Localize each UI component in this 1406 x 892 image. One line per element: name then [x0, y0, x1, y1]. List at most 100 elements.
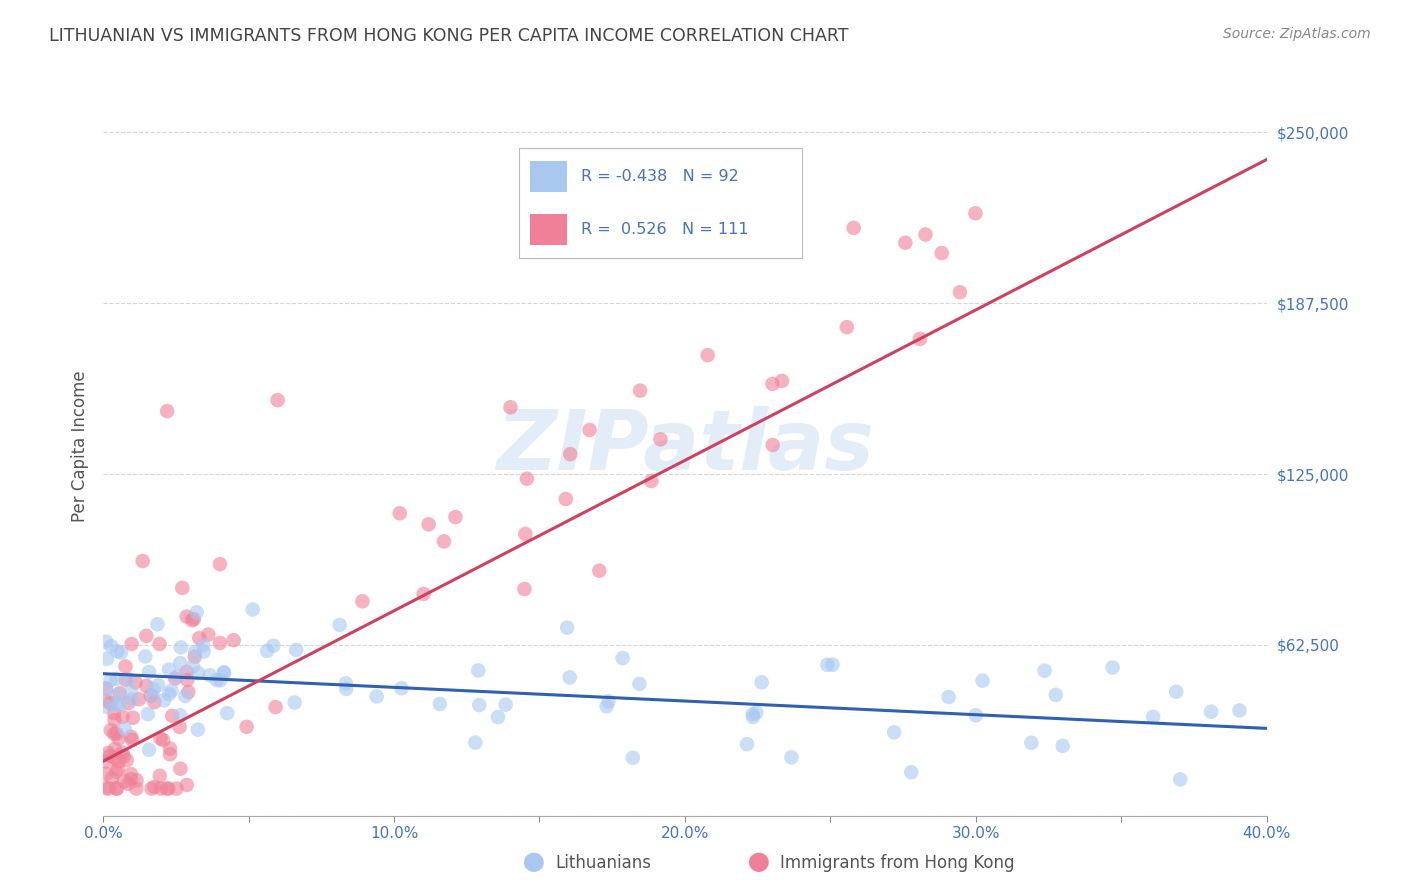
Point [183, 612, 205, 626]
Point [972, 673, 994, 688]
Point [159, 741, 181, 756]
Point [174, 689, 197, 703]
Point [149, 731, 172, 746]
Point [555, 621, 578, 635]
Point [107, 688, 129, 702]
Text: Immigrants from Hong Kong: Immigrants from Hong Kong [780, 855, 1015, 872]
Text: Source: ZipAtlas.com: Source: ZipAtlas.com [1223, 27, 1371, 41]
Point [94, 634, 117, 648]
Point [1052, 739, 1074, 753]
Point [107, 754, 129, 768]
Point [97, 781, 120, 796]
Point [256, 644, 278, 658]
Point [205, 673, 228, 687]
Point [187, 666, 209, 681]
Point [188, 631, 211, 645]
Point [486, 710, 509, 724]
Point [335, 676, 357, 690]
Text: R = -0.438   N = 92: R = -0.438 N = 92 [581, 169, 740, 185]
Point [143, 695, 166, 709]
Point [965, 708, 987, 723]
Point [149, 637, 172, 651]
Point [143, 780, 166, 794]
Point [141, 689, 163, 703]
Point [266, 393, 288, 408]
Point [444, 510, 467, 524]
Point [900, 765, 922, 780]
Point [100, 639, 122, 653]
Point [134, 649, 156, 664]
Point [931, 246, 953, 260]
Point [121, 732, 143, 747]
Point [329, 618, 352, 632]
Point [98, 748, 121, 763]
Point [118, 672, 141, 686]
Point [176, 778, 198, 792]
Point [745, 706, 768, 720]
Text: Lithuanians: Lithuanians [555, 855, 651, 872]
Point [152, 733, 174, 747]
Point [97, 746, 120, 760]
Point [98, 696, 121, 710]
Point [107, 731, 129, 746]
Point [94, 681, 117, 696]
Point [138, 743, 160, 757]
Point [122, 711, 145, 725]
Point [650, 433, 672, 447]
Text: R =  0.526   N = 111: R = 0.526 N = 111 [581, 222, 749, 237]
Point [262, 639, 284, 653]
Point [103, 713, 125, 727]
Point [114, 659, 136, 673]
Point [111, 710, 134, 724]
Point [894, 235, 917, 250]
Point [120, 772, 142, 786]
Point [621, 750, 644, 764]
Point [120, 684, 142, 698]
Point [193, 638, 215, 652]
Text: ⬤: ⬤ [748, 853, 770, 872]
Point [96, 652, 118, 666]
Point [1142, 710, 1164, 724]
Text: ⬤: ⬤ [523, 853, 546, 872]
Point [94, 780, 117, 795]
Point [554, 491, 576, 506]
Point [165, 781, 187, 796]
Point [949, 285, 972, 300]
Point [1033, 664, 1056, 678]
Point [117, 777, 139, 791]
Point [125, 773, 148, 788]
Point [141, 781, 163, 796]
Y-axis label: Per Capita Income: Per Capita Income [72, 371, 89, 523]
Point [108, 698, 131, 712]
Point [464, 735, 486, 749]
Point [418, 517, 440, 532]
Point [103, 750, 125, 764]
Point [181, 659, 204, 673]
Point [156, 404, 179, 418]
Point [184, 649, 207, 664]
Point [100, 723, 122, 738]
Point [105, 698, 128, 712]
Point [197, 627, 219, 641]
Point [235, 720, 257, 734]
Point [146, 617, 169, 632]
Point [107, 762, 129, 776]
Point [135, 629, 157, 643]
Bar [530, 214, 567, 245]
Point [285, 643, 308, 657]
Point [762, 438, 785, 452]
Point [105, 781, 128, 796]
Point [908, 332, 931, 346]
Point [169, 708, 191, 723]
Point [628, 384, 651, 398]
Point [176, 609, 198, 624]
Point [335, 681, 357, 696]
Point [352, 594, 374, 608]
Point [148, 678, 170, 692]
Point [1019, 736, 1042, 750]
Point [112, 774, 135, 789]
Point [153, 693, 176, 707]
Point [111, 746, 134, 760]
Point [117, 696, 139, 710]
Point [157, 687, 180, 701]
